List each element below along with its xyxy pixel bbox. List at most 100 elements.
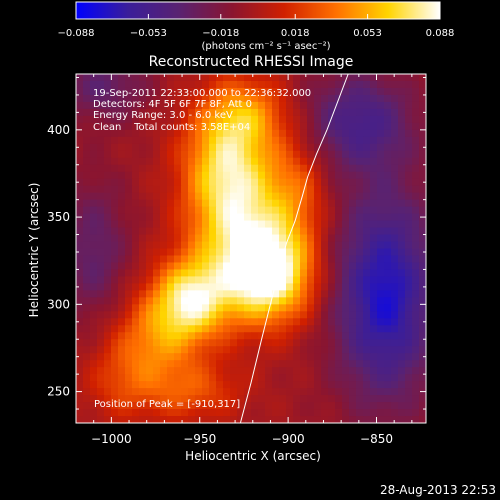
heatmap-cell — [230, 304, 238, 312]
heatmap-cell — [209, 248, 217, 257]
heatmap-cell — [265, 80, 273, 89]
heatmap-cell — [370, 269, 378, 278]
heatmap-cell — [125, 94, 133, 103]
heatmap-cell — [188, 213, 196, 222]
heatmap-cell — [118, 367, 126, 375]
heatmap-cell — [391, 304, 399, 312]
colorbar-unit-label: (photons cm⁻² s⁻¹ asec⁻²) — [201, 41, 330, 52]
heatmap-cell — [321, 311, 329, 319]
heatmap-cell — [307, 367, 315, 375]
heatmap-cell — [111, 143, 119, 152]
heatmap-cell — [97, 339, 105, 347]
heatmap-cell — [181, 115, 189, 124]
heatmap-cell — [405, 213, 413, 222]
heatmap-cell — [118, 234, 126, 243]
heatmap-cell — [286, 269, 294, 278]
heatmap-cell — [237, 178, 245, 187]
heatmap-cell — [349, 206, 357, 215]
heatmap-cell — [412, 381, 420, 389]
heatmap-cell — [342, 108, 350, 117]
heatmap-cell — [370, 234, 378, 243]
heatmap-cell — [97, 164, 105, 173]
heatmap-cell — [111, 332, 119, 340]
heatmap-cell — [167, 108, 175, 117]
heatmap-cell — [342, 248, 350, 257]
heatmap-cell — [335, 234, 343, 243]
heatmap-cell — [377, 234, 385, 243]
heatmap-cell — [300, 220, 308, 229]
heatmap-cell — [272, 255, 280, 264]
heatmap-cell — [90, 185, 98, 194]
heatmap-cell — [146, 150, 154, 159]
heatmap-cell — [181, 150, 189, 159]
heatmap-cell — [419, 129, 426, 138]
heatmap-cell — [391, 143, 399, 152]
heatmap-cell — [321, 318, 329, 326]
heatmap-cell — [391, 388, 399, 396]
heatmap-cell — [223, 157, 231, 166]
heatmap-cell — [111, 346, 119, 354]
heatmap-cell — [265, 241, 273, 250]
heatmap-cell — [293, 318, 301, 326]
heatmap-cell — [384, 122, 392, 131]
heatmap-cell — [272, 136, 280, 145]
heatmap-cell — [146, 346, 154, 354]
heatmap-cell — [118, 339, 126, 347]
heatmap-cell — [272, 74, 280, 82]
heatmap-cell — [370, 101, 378, 110]
heatmap-cell — [342, 325, 350, 333]
heatmap-cell — [321, 388, 329, 396]
heatmap-cell — [83, 402, 91, 410]
heatmap-cell — [251, 74, 259, 82]
heatmap-cell — [321, 304, 329, 312]
heatmap-cell — [384, 94, 392, 103]
heatmap-cell — [174, 416, 182, 423]
heatmap-cell — [342, 332, 350, 340]
heatmap-cell — [118, 94, 126, 103]
heatmap-cell — [111, 101, 119, 110]
heatmap-cell — [244, 199, 252, 208]
heatmap-cell — [258, 178, 266, 187]
heatmap-cell — [104, 409, 112, 417]
heatmap-cell — [258, 74, 266, 82]
heatmap-cell — [279, 332, 287, 340]
heatmap-cell — [188, 318, 196, 326]
heatmap-cell — [328, 192, 336, 201]
heatmap-cell — [293, 353, 301, 361]
heatmap-cell — [209, 171, 217, 180]
heatmap-cell — [419, 346, 426, 354]
heatmap-cell — [342, 101, 350, 110]
heatmap-cell — [412, 339, 420, 347]
heatmap-cell — [300, 332, 308, 340]
heatmap-cell — [286, 402, 294, 410]
heatmap-cell — [286, 395, 294, 403]
heatmap-cell — [167, 269, 175, 278]
heatmap-cell — [202, 108, 210, 117]
heatmap-cell — [230, 409, 238, 417]
heatmap-cell — [405, 80, 413, 89]
heatmap-cell — [356, 374, 364, 382]
heatmap-cell — [342, 297, 350, 305]
heatmap-cell — [118, 220, 126, 229]
heatmap-cell — [167, 199, 175, 208]
heatmap-cell — [300, 297, 308, 305]
heatmap-cell — [146, 213, 154, 222]
heatmap-cell — [209, 164, 217, 173]
heatmap-cell — [160, 115, 168, 124]
heatmap-cell — [146, 129, 154, 138]
heatmap-cell — [265, 395, 273, 403]
heatmap-cell — [237, 234, 245, 243]
heatmap-cell — [230, 290, 238, 298]
heatmap-cell — [97, 122, 105, 131]
heatmap-cell — [125, 234, 133, 243]
heatmap-cell — [412, 367, 420, 375]
heatmap-cell — [321, 241, 329, 250]
heatmap-cell — [230, 339, 238, 347]
heatmap-cell — [258, 136, 266, 145]
heatmap-cell — [349, 346, 357, 354]
heatmap-cell — [279, 262, 287, 271]
heatmap-cell — [377, 276, 385, 284]
heatmap-cell — [237, 192, 245, 201]
heatmap-cell — [132, 136, 140, 145]
heatmap-cell — [132, 87, 140, 96]
